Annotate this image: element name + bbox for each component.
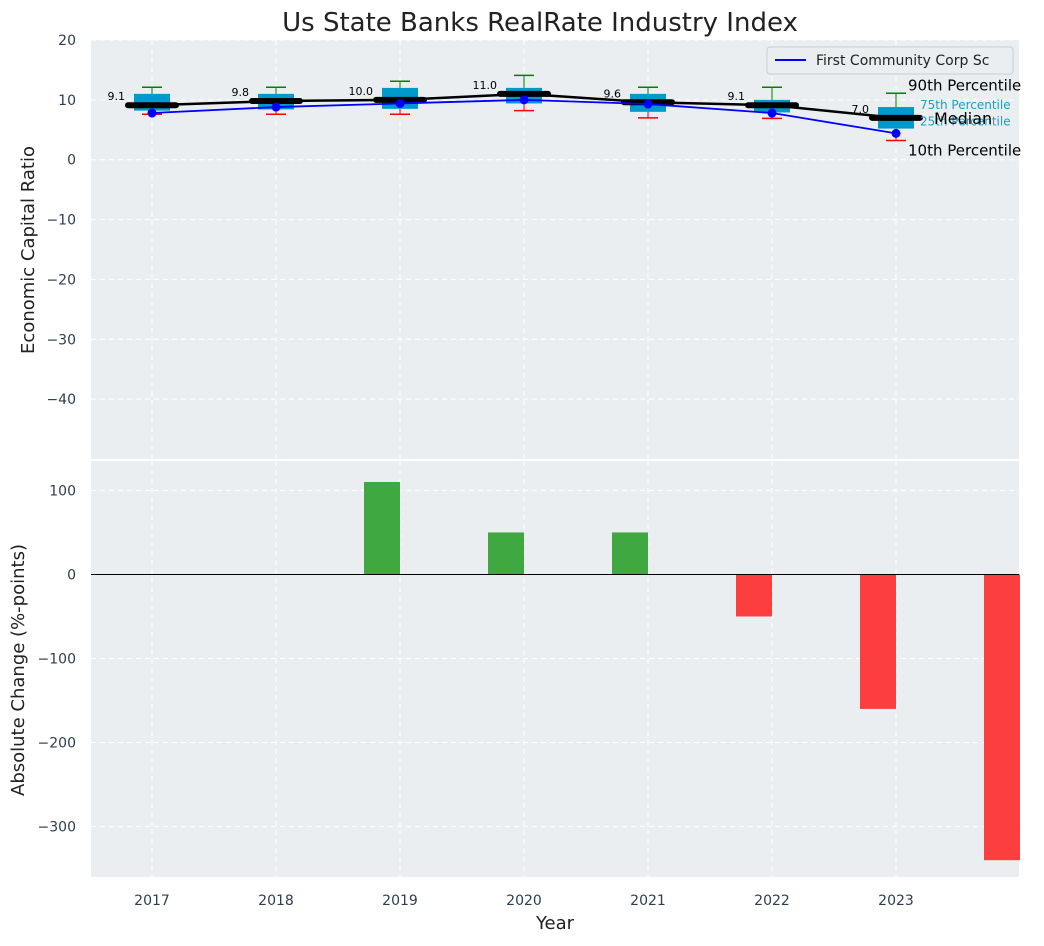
- median-label: 9.8: [232, 86, 250, 99]
- annotation-p75: 75th Percentile: [920, 98, 1011, 112]
- x-tick-label: 2017: [134, 893, 170, 909]
- change-bar: [860, 574, 896, 709]
- chart-title: Us State Banks RealRate Industry Index: [282, 8, 798, 38]
- top-y-tick-label: 10: [58, 93, 76, 109]
- median-label: 11.0: [473, 79, 498, 92]
- x-tick-label: 2020: [506, 893, 542, 909]
- median-label: 9.1: [728, 90, 746, 103]
- top-y-tick-label: −40: [46, 392, 76, 408]
- median-label: 10.0: [349, 85, 374, 98]
- x-tick-label: 2019: [382, 893, 418, 909]
- top-plot-area: [91, 40, 1019, 459]
- top-y-tick-label: −20: [46, 272, 76, 288]
- bottom-y-tick-label: −100: [38, 651, 76, 667]
- bottom-y-tick-label: 100: [49, 483, 76, 499]
- top-y-axis-label: Economic Capital Ratio: [18, 146, 39, 354]
- legend: First Community Corp Sc: [766, 46, 1014, 75]
- annotation-median: Median: [934, 109, 992, 128]
- change-bar: [364, 482, 400, 575]
- company-point: [767, 108, 777, 118]
- median-label: 9.6: [604, 87, 622, 100]
- bottom-y-axis-label: Absolute Change (%-points): [8, 544, 29, 796]
- top-y-tick-label: 0: [67, 153, 76, 169]
- company-point: [395, 98, 405, 108]
- bottom-y-tick-label: −200: [38, 736, 76, 752]
- annotation-p25: 25th Percentile: [920, 115, 1011, 129]
- top-grid: [91, 39, 1019, 459]
- company-point: [519, 95, 529, 105]
- x-tick-label: 2021: [630, 893, 666, 909]
- x-axis-label: Year: [535, 913, 575, 934]
- x-tick-label: 2022: [754, 893, 790, 909]
- x-tick-label: 2018: [258, 893, 294, 909]
- company-point: [147, 108, 157, 118]
- top-y-tick-label: 20: [58, 33, 76, 49]
- legend-label: First Community Corp Sc: [816, 53, 989, 69]
- change-bar: [984, 574, 1020, 861]
- top-annotations: 90th Percentile 75th Percentile 25th Perce…: [908, 76, 1021, 159]
- company-point: [643, 99, 653, 109]
- median-line: [151, 92, 897, 120]
- x-ticks: 2017 2018 2019 2020 2021 2022 2023: [134, 893, 914, 909]
- company-point: [271, 102, 281, 112]
- change-bar: [612, 532, 648, 575]
- bottom-y-ticks: 100 0 −100 −200 −300: [38, 483, 76, 835]
- annotation-p10: 10th Percentile: [908, 142, 1021, 160]
- change-bar: [736, 574, 772, 617]
- legend-box: [766, 46, 1014, 75]
- bottom-y-tick-label: −300: [38, 820, 76, 836]
- annotation-p90: 90th Percentile: [908, 76, 1021, 94]
- bottom-y-tick-label: 0: [67, 567, 76, 583]
- top-y-tick-label: −10: [46, 213, 76, 229]
- top-y-ticks: 20 10 0 −10 −20 −30 −40: [46, 33, 76, 408]
- x-tick-label: 2023: [878, 893, 914, 909]
- median-label: 9.1: [108, 90, 126, 103]
- top-lines: [147, 92, 901, 138]
- change-bar: [488, 532, 524, 575]
- company-point: [891, 128, 901, 138]
- bottom-bars: [364, 482, 1020, 861]
- top-y-tick-label: −30: [46, 332, 76, 348]
